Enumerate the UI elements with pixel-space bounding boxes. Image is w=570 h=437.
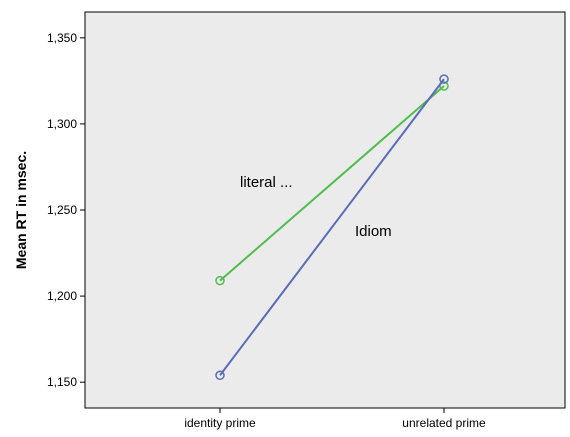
- y-axis: 1,150 1,200 1,250 1,300 1,350: [47, 31, 85, 389]
- series-line: [219, 85, 445, 282]
- data-point: [439, 74, 449, 84]
- plot-area: [84, 11, 566, 409]
- series-line: [219, 78, 445, 376]
- x-tick-label: identity prime: [184, 416, 256, 430]
- series-group: [215, 74, 449, 381]
- y-tick-label: 1,200: [47, 289, 77, 303]
- x-axis: identity prime unrelated prime: [184, 408, 486, 430]
- x-tick-label: unrelated prime: [402, 416, 486, 430]
- y-tick-label: 1,250: [47, 203, 77, 217]
- data-point: [215, 275, 225, 286]
- series-label-literal: literal ...: [240, 174, 293, 191]
- series-label-idiom: Idiom: [355, 223, 392, 240]
- data-point: [215, 370, 225, 381]
- y-axis-title: Mean RT in msec.: [13, 151, 29, 269]
- y-tick-label: 1,350: [47, 31, 77, 45]
- y-tick-label: 1,150: [47, 375, 77, 389]
- y-tick-label: 1,300: [47, 117, 77, 131]
